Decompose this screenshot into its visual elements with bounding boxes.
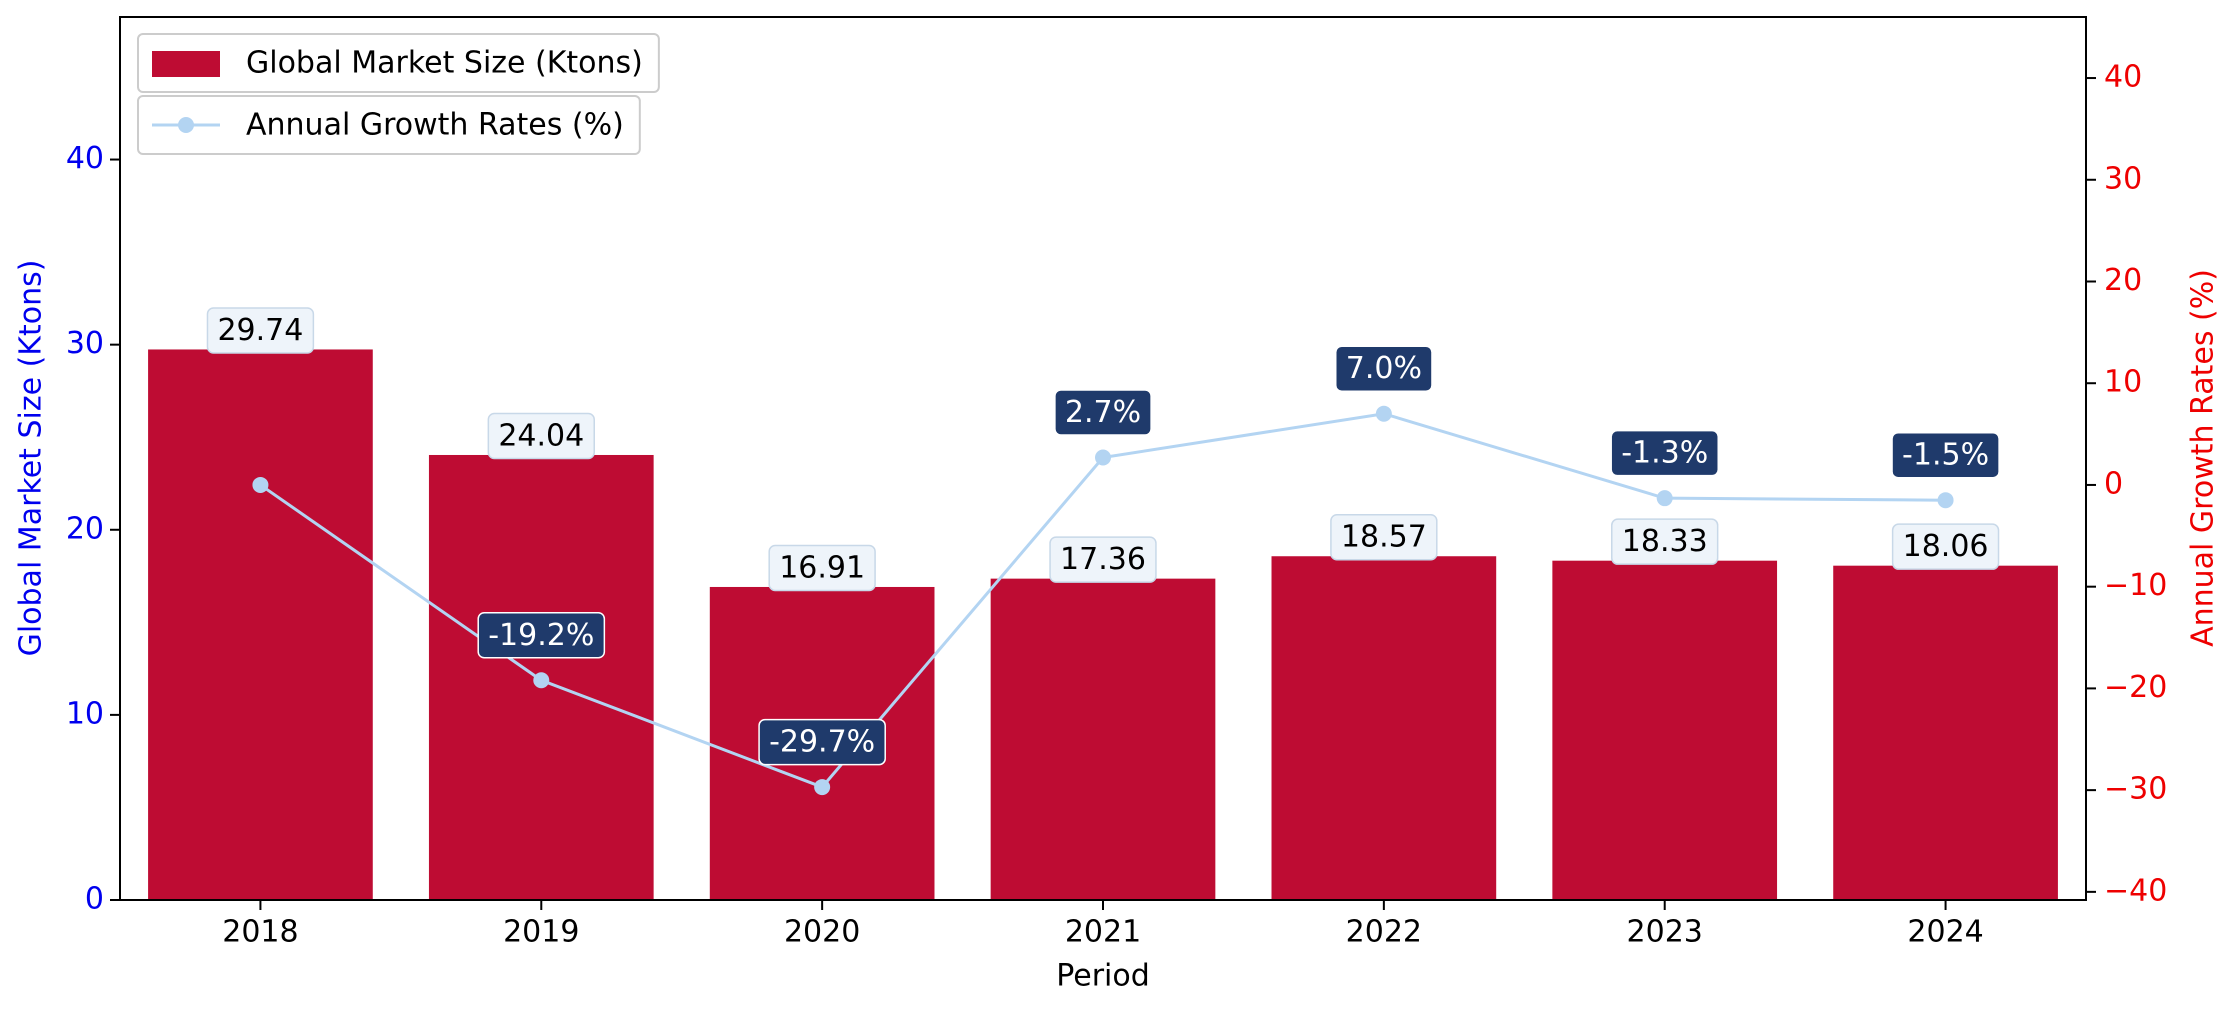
y-tick-label: 20 [66, 511, 104, 546]
y2-tick-label: 40 [2104, 60, 2142, 95]
value-label: 18.57 [1341, 520, 1427, 555]
line-point [533, 672, 550, 689]
value-label-box: 24.04 [487, 412, 595, 460]
value-label: 17.36 [1060, 542, 1146, 577]
y2-axis-label: Annual Growth Rates (%) [2186, 269, 2221, 647]
value-label: -19.2% [488, 618, 594, 653]
value-label-box: -19.2% [477, 612, 606, 659]
label-background [1054, 389, 1152, 436]
y2-tick-label: −10 [2104, 568, 2167, 603]
line-point [1656, 490, 1673, 507]
bar [148, 349, 373, 901]
label-background [1610, 429, 1719, 477]
y-tick-label: 30 [66, 326, 104, 361]
label-background [1330, 513, 1438, 561]
y2-tick-label: −40 [2104, 873, 2167, 908]
y-axis-label: Global Market Size (Ktons) [14, 260, 49, 657]
y2-tick-label: −20 [2104, 670, 2167, 705]
value-label-box: 18.57 [1330, 513, 1438, 561]
y2-tick-label: 20 [2104, 263, 2142, 298]
value-label: -1.5% [1902, 438, 1989, 473]
bar [1552, 560, 1778, 900]
line-point [252, 476, 269, 493]
legend-marker [178, 117, 194, 133]
label-background [487, 412, 595, 460]
value-label: 2.7% [1065, 395, 1141, 430]
label-background [1891, 431, 2000, 479]
label-background [758, 718, 886, 766]
value-label: -29.7% [769, 725, 875, 760]
legend-label: Annual Growth Rates (%) [246, 108, 624, 143]
line-point [814, 779, 831, 796]
x-tick-label: 2023 [1627, 915, 1703, 950]
bar [1271, 556, 1497, 900]
label-background [1891, 523, 2000, 570]
legend-entry: Annual Growth Rates (%) [137, 95, 641, 155]
legend-entry: Global Market Size (Ktons) [137, 33, 660, 93]
value-label-box: -1.5% [1891, 431, 2000, 479]
value-label-box: 16.91 [768, 544, 876, 592]
x-tick-label: 2020 [784, 915, 860, 950]
legend-box [137, 33, 660, 93]
label-background [477, 612, 606, 659]
x-tick-label: 2018 [222, 915, 298, 950]
bar [1833, 565, 2058, 900]
value-label-box: 17.36 [1049, 536, 1157, 583]
legend-box [137, 95, 641, 155]
label-background [1334, 345, 1433, 392]
x-tick-label: 2021 [1065, 915, 1141, 950]
value-label-box: 29.74 [206, 307, 315, 354]
value-label: 29.74 [217, 313, 303, 348]
x-tick-label: 2022 [1346, 915, 1422, 950]
value-label-box: 18.06 [1891, 523, 2000, 570]
y-tick-label: 10 [66, 696, 104, 731]
y2-tick-label: 30 [2104, 161, 2142, 196]
legend-label: Global Market Size (Ktons) [246, 46, 643, 81]
line-point [1375, 405, 1392, 422]
bar [990, 578, 1216, 900]
value-label: 18.33 [1622, 524, 1708, 559]
label-background [768, 544, 876, 592]
label-background [1049, 536, 1157, 583]
value-label-box: 2.7% [1054, 389, 1152, 436]
label-background [1611, 518, 1719, 565]
value-label-box: 18.33 [1611, 518, 1719, 565]
x-tick-label: 2024 [1907, 915, 1983, 950]
value-label: -1.3% [1621, 436, 1708, 471]
line-point [1937, 492, 1954, 509]
y-tick-label: 40 [66, 141, 104, 176]
value-label: 24.04 [498, 418, 584, 453]
value-label-box: 7.0% [1334, 345, 1433, 392]
y2-tick-label: 10 [2104, 365, 2142, 400]
value-label: 7.0% [1346, 351, 1422, 386]
line-point [1095, 449, 1111, 466]
value-label: 16.91 [779, 550, 865, 585]
value-label-box: -29.7% [758, 718, 886, 766]
label-background [206, 307, 315, 354]
x-tick-label: 2019 [503, 915, 579, 950]
y2-tick-label: −30 [2104, 772, 2167, 807]
y-tick-label: 0 [85, 882, 104, 917]
value-label: 18.06 [1903, 529, 1989, 564]
y2-tick-label: 0 [2104, 466, 2123, 501]
value-label-box: -1.3% [1610, 429, 1719, 477]
legend-swatch [152, 51, 220, 77]
x-axis-label: Period [1056, 959, 1150, 994]
